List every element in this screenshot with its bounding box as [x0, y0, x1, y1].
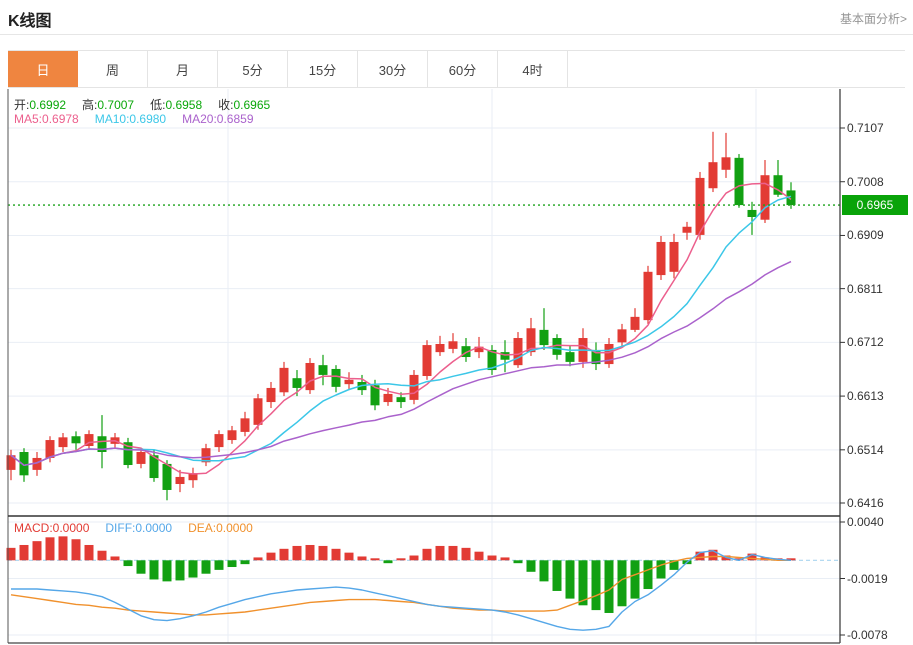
tab-period-1[interactable]: 周 [78, 51, 148, 87]
tab-period-6[interactable]: 60分 [428, 51, 498, 87]
tab-period-4[interactable]: 15分 [288, 51, 358, 87]
period-tab-bar: 日周月 5分 15分 30分 60分 4时 [8, 50, 905, 88]
tab-period-0[interactable]: 日 [8, 51, 78, 87]
tab-period-3[interactable]: 5分 [218, 51, 288, 87]
title-bar: K线图 基本面分析> [0, 0, 913, 35]
page-title: K线图 [8, 13, 52, 30]
chart-canvas[interactable] [0, 89, 913, 645]
tab-period-7[interactable]: 4时 [498, 51, 568, 87]
tab-period-5[interactable]: 30分 [358, 51, 428, 87]
tab-period-2[interactable]: 月 [148, 51, 218, 87]
fundamental-analysis-link[interactable]: 基本面分析> [839, 12, 907, 26]
